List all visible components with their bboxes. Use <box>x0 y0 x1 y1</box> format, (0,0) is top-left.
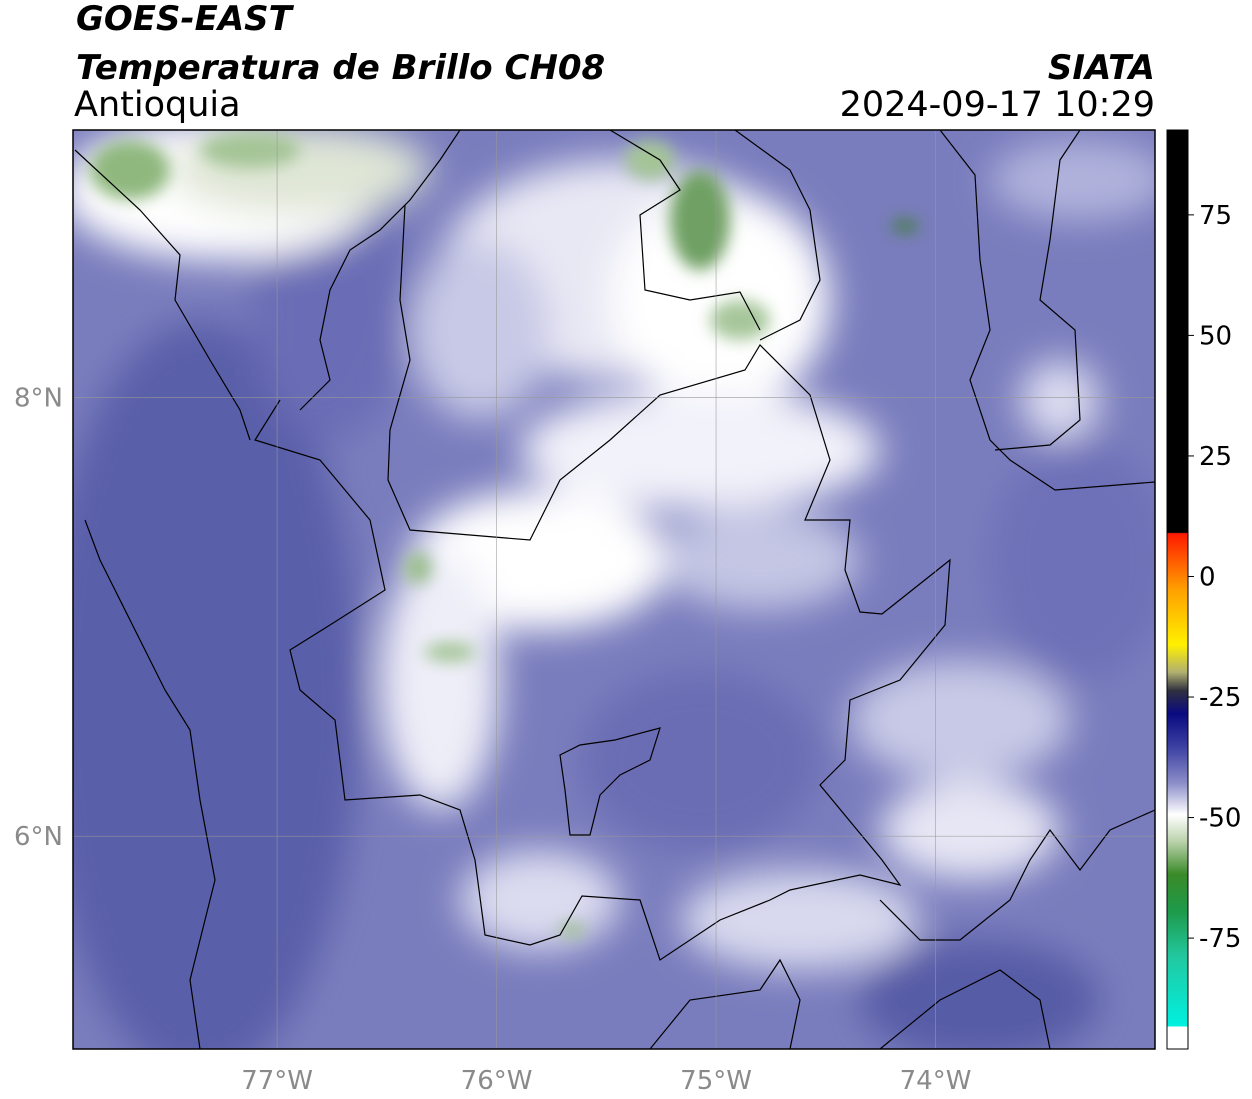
colorbar-tick-label: -75 <box>1199 924 1241 954</box>
graticule <box>73 130 1155 1049</box>
satellite-image <box>73 130 1155 1049</box>
region: Antioquia <box>74 85 241 125</box>
colorbar <box>1166 129 1189 1050</box>
colorbar-tick-label: -25 <box>1199 683 1241 713</box>
map-frame <box>72 129 1156 1050</box>
title: GOES-EAST <box>76 0 295 39</box>
timestamp: 2024-09-17 10:29 <box>840 85 1155 125</box>
colorbar-tick-label: 25 <box>1199 442 1232 472</box>
source: SIATA <box>1048 48 1155 88</box>
colorbar-ticks: 75 50 25 0 -25 -50 -75 <box>1188 201 1241 954</box>
colorbar-tick-label: 0 <box>1199 562 1216 592</box>
x-tick-label: 74°W <box>900 1066 972 1096</box>
x-tick-label: 76°W <box>461 1066 533 1096</box>
colorbar-tick-label: 75 <box>1199 201 1232 231</box>
subtitle: Temperatura de Brillo CH08 <box>76 48 605 88</box>
x-tick-label: 77°W <box>241 1066 313 1096</box>
y-tick-label: 8°N <box>14 384 63 414</box>
y-tick-label: 6°N <box>14 822 63 852</box>
colorbar-tick-label: 50 <box>1199 321 1232 351</box>
borders <box>74 130 1155 1049</box>
colorbar-tick-label: -50 <box>1199 804 1241 834</box>
x-tick-label: 75°W <box>680 1066 752 1096</box>
